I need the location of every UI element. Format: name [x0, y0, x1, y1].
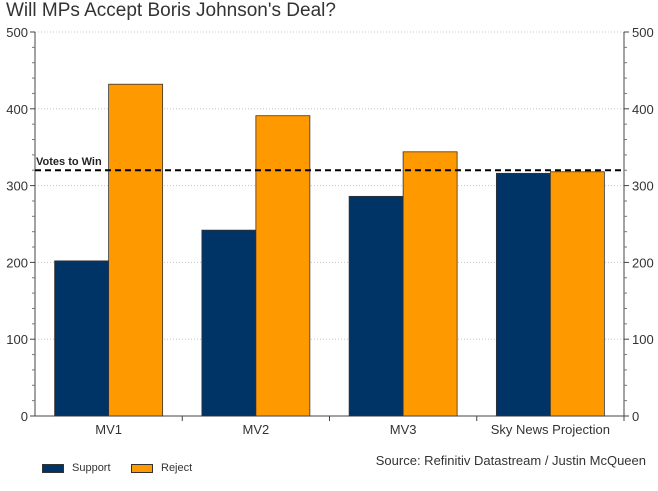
bar-support-mv1	[54, 260, 110, 417]
y-tick-label-right: 400	[632, 102, 654, 117]
y-tick-label-left: 200	[6, 255, 28, 270]
y-tick-label-right: 100	[632, 332, 654, 347]
bar-reject-mv2	[255, 115, 311, 417]
y-tick-label-left: 100	[6, 332, 28, 347]
reference-line-label: Votes to Win	[36, 156, 102, 168]
legend-swatch-support	[42, 463, 64, 473]
y-tick-label-left: 300	[6, 179, 28, 194]
y-tick-label-right: 300	[632, 179, 654, 194]
x-tick-label: MV1	[95, 422, 122, 437]
bar-support-mv2	[201, 229, 257, 417]
y-tick-label-left: 500	[6, 25, 28, 40]
y-tick-label-right: 0	[632, 409, 639, 424]
bar-support-mv3	[348, 195, 404, 417]
legend-item-reject: Reject	[131, 460, 192, 476]
y-tick-label-right: 200	[632, 255, 654, 270]
bar-reject-mv3	[402, 151, 458, 417]
x-tick-label: MV2	[243, 422, 270, 437]
source-note: Source: Refinitiv Datastream / Justin Mc…	[375, 453, 646, 468]
y-tick-label-left: 0	[21, 409, 28, 424]
legend-label-reject: Reject	[161, 462, 193, 474]
x-tick-label: Sky News Projection	[491, 422, 610, 437]
legend-swatch-reject	[131, 463, 153, 473]
chart-title: Will MPs Accept Boris Johnson's Deal?	[6, 0, 336, 21]
legend-item-support: Support	[42, 460, 111, 476]
bar-reject-sky-news-projection	[549, 171, 605, 417]
legend-label-support: Support	[72, 462, 111, 474]
x-tick-label: MV3	[390, 422, 417, 437]
y-tick-label-right: 500	[632, 25, 654, 40]
bar-reject-mv1	[108, 83, 164, 417]
y-tick-label-left: 400	[6, 102, 28, 117]
bar-support-sky-news-projection	[495, 172, 551, 417]
